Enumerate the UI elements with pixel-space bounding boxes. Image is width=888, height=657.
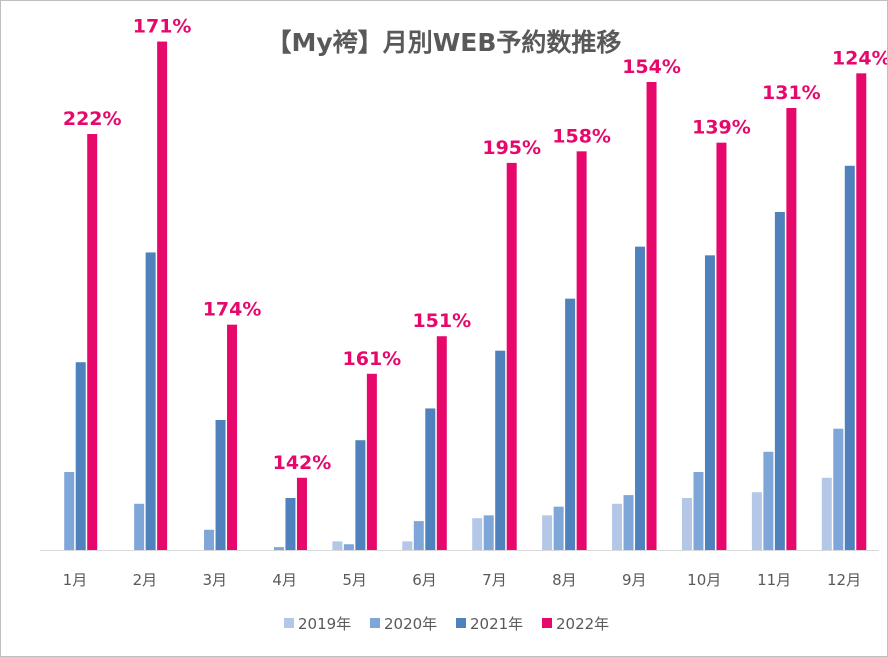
bar-2020年-7月 [483, 515, 494, 550]
bar-2021年-9月 [635, 246, 646, 551]
bar-2019年-5月 [332, 541, 343, 550]
legend-swatch-2019年 [284, 618, 294, 628]
bar-2022年-9月 [646, 82, 657, 550]
legend-label-2019年: 2019年 [298, 615, 351, 633]
bar-2020年-5月 [343, 544, 354, 550]
bar-2021年-11月 [774, 212, 785, 550]
bar-2021年-4月 [285, 498, 296, 550]
x-tick-label: 12月 [827, 571, 861, 589]
bar-2021年-3月 [215, 420, 226, 550]
data-label-8月: 158% [552, 125, 611, 147]
bar-2019年-9月 [612, 503, 623, 550]
bar-2020年-3月 [204, 529, 215, 550]
data-label-6月: 151% [412, 310, 471, 332]
legend-label-2021年: 2021年 [470, 615, 523, 633]
bar-2021年-7月 [495, 350, 506, 550]
data-label-10月: 139% [692, 117, 751, 139]
legend-label-2020年: 2020年 [384, 615, 437, 633]
bar-2020年-11月 [763, 451, 774, 550]
bar-2020年-10月 [693, 472, 704, 550]
bar-2022年-12月 [856, 73, 867, 550]
bar-2020年-8月 [553, 506, 564, 550]
x-tick-label: 1月 [63, 571, 88, 589]
x-tick-label: 10月 [687, 571, 721, 589]
x-tick-label: 4月 [272, 571, 297, 589]
data-label-2月: 171% [133, 16, 192, 38]
x-tick-label: 11月 [757, 571, 791, 589]
bar-2021年-6月 [425, 408, 436, 550]
x-tick-label: 3月 [203, 571, 228, 589]
data-label-11月: 131% [762, 82, 821, 104]
data-label-12月: 124% [832, 47, 887, 69]
bar-2022年-6月 [436, 336, 447, 550]
bar-2022年-2月 [157, 41, 168, 551]
bar-2020年-12月 [833, 428, 844, 550]
bar-2020年-2月 [134, 503, 145, 550]
bar-2022年-3月 [227, 324, 238, 550]
bar-2021年-5月 [355, 440, 366, 550]
legend-label-2022年: 2022年 [556, 615, 609, 633]
bar-2021年-8月 [565, 298, 576, 550]
bar-2020年-4月 [273, 547, 284, 550]
legend: 2019年 2020年 2021年 2022年 [284, 615, 609, 633]
legend-swatch-2022年 [542, 618, 552, 628]
bar-2021年-2月 [145, 252, 156, 550]
x-tick-label: 9月 [622, 571, 647, 589]
bar-2020年-6月 [413, 521, 424, 550]
bar-2019年-12月 [821, 477, 832, 550]
bar-2019年-10月 [681, 498, 692, 550]
data-labels-group: 222% 171% 174% 142% 161% 151% 195% 158% 154% 139%… [63, 16, 887, 474]
bar-2019年-7月 [472, 518, 483, 550]
x-tick-label: 6月 [412, 571, 437, 589]
bar-2021年-12月 [844, 165, 855, 550]
bar-2022年-8月 [576, 151, 587, 550]
data-label-5月: 161% [343, 348, 402, 370]
data-label-7月: 195% [482, 137, 541, 159]
bar-2022年-1月 [87, 134, 98, 550]
bar-2022年-10月 [716, 142, 727, 551]
x-tick-label: 5月 [342, 571, 367, 589]
x-tick-label: 7月 [482, 571, 507, 589]
legend-swatch-2021年 [456, 618, 466, 628]
legend-swatch-2020年 [370, 618, 380, 628]
bar-2019年-8月 [542, 515, 553, 550]
bar-2020年-1月 [64, 472, 75, 550]
x-tick-labels-group: 1月 2月 3月 4月 5月 6月 7月 8月 9月 10月 11月 12月 [63, 571, 861, 589]
bar-2019年-11月 [751, 492, 762, 550]
bar-2022年-11月 [786, 108, 797, 550]
x-tick-label: 8月 [552, 571, 577, 589]
x-tick-label: 2月 [133, 571, 158, 589]
bar-2022年-4月 [296, 477, 307, 550]
bar-2019年-6月 [402, 541, 413, 550]
bar-2021年-1月 [75, 362, 86, 550]
data-label-3月: 174% [203, 299, 262, 321]
chart-title: 【My袴】月別WEB予約数推移 [267, 28, 622, 57]
data-label-1月: 222% [63, 108, 122, 130]
bar-2022年-7月 [506, 162, 517, 550]
bar-2022年-5月 [366, 373, 377, 550]
data-label-4月: 142% [273, 452, 332, 474]
bars-group [64, 41, 867, 551]
data-label-9月: 154% [622, 56, 681, 78]
bar-2020年-9月 [623, 495, 634, 550]
bar-2021年-10月 [704, 255, 715, 550]
